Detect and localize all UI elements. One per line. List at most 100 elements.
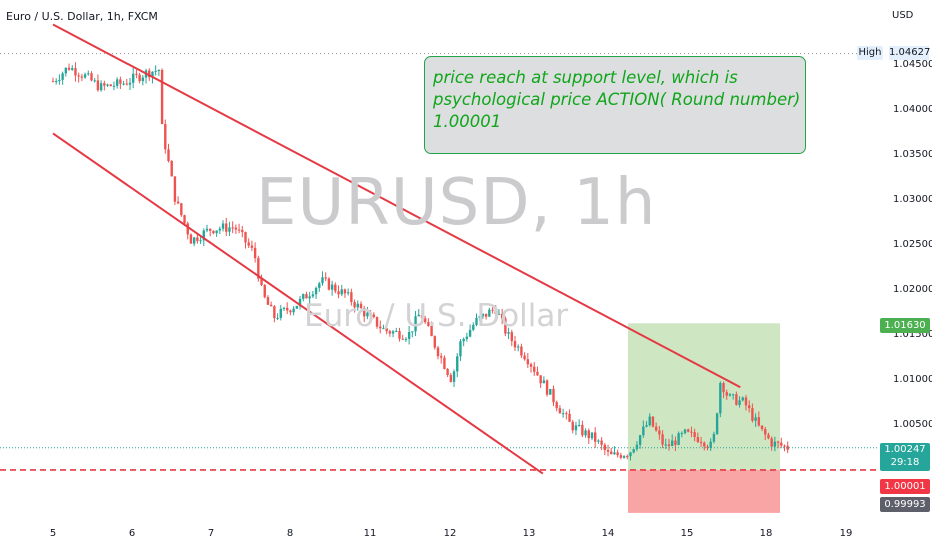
candle [237, 223, 241, 234]
candle [176, 196, 180, 205]
candle-body [311, 294, 315, 297]
candle [273, 305, 276, 323]
candle-body [132, 73, 135, 83]
annotation-callout[interactable]: price reach at support level, which is p… [424, 56, 806, 154]
candle [327, 277, 331, 291]
candle [626, 454, 629, 460]
candle-body [632, 449, 635, 453]
candle [269, 301, 273, 307]
currency-label[interactable]: USD [892, 10, 914, 21]
candle-body [356, 303, 359, 308]
candle [337, 285, 340, 299]
candle-body [115, 79, 119, 86]
candle-body [141, 77, 145, 82]
candle-body [507, 332, 510, 334]
candle [536, 366, 539, 376]
candle [173, 176, 177, 206]
candle [674, 436, 677, 452]
symbol-title[interactable]: Euro / U.S. Dollar, 1h, FXCM [6, 10, 158, 23]
candle [590, 432, 594, 441]
candle-body [302, 294, 305, 299]
candle [722, 381, 725, 399]
candle-body [427, 322, 430, 326]
candle [671, 434, 674, 447]
target-price-badge: 1.01630 [880, 318, 930, 333]
candle [696, 432, 700, 444]
candle-body [61, 73, 64, 80]
candle-body [517, 346, 520, 348]
candle [520, 343, 523, 358]
candle [632, 448, 635, 454]
candle-body [343, 289, 347, 294]
candle-body [64, 67, 68, 74]
price-tick-label: 1.01500 [893, 329, 932, 340]
candle [661, 430, 664, 449]
candle [616, 449, 619, 458]
candle [247, 238, 250, 249]
candle-body [379, 326, 382, 329]
candle [654, 422, 658, 432]
candle [731, 393, 735, 400]
candle [160, 68, 164, 125]
candle-body [215, 230, 218, 234]
candle [622, 455, 626, 459]
candle [497, 309, 501, 315]
candle-body [430, 325, 433, 337]
candle-body [520, 346, 523, 356]
candle-body [199, 240, 202, 242]
candle-body [266, 297, 270, 305]
candle [436, 345, 440, 360]
candle-body [189, 234, 193, 244]
candle-body [221, 223, 225, 229]
candle [61, 71, 64, 85]
candle [677, 431, 680, 446]
candle [388, 329, 392, 337]
candle-body [449, 374, 453, 382]
price-tick-label: 1.03500 [893, 149, 932, 160]
candle [529, 362, 533, 373]
candle [401, 334, 404, 340]
candle-body [776, 441, 780, 443]
candle [584, 428, 587, 438]
candle [209, 228, 212, 237]
candle [555, 400, 558, 412]
candle [606, 444, 610, 457]
candle [80, 73, 84, 82]
candle [715, 412, 719, 436]
candle [693, 428, 696, 442]
candle [667, 438, 671, 451]
candle-body [638, 435, 642, 445]
candle-body [202, 230, 205, 241]
candle-body [324, 277, 327, 279]
candle-body [683, 429, 687, 434]
candle [472, 322, 475, 332]
stop-zone [628, 469, 780, 513]
candle [144, 68, 148, 84]
candle [565, 411, 568, 420]
candle-body [497, 313, 501, 315]
candle-body [87, 73, 90, 75]
candle [234, 224, 238, 234]
candle [369, 309, 372, 315]
candle-body [411, 331, 414, 333]
candle [440, 352, 443, 364]
candle [417, 309, 420, 317]
candle [298, 295, 302, 310]
candle-body [748, 405, 751, 409]
candle [58, 74, 61, 85]
candle-countdown: 29:18 [890, 457, 920, 468]
candle-body [446, 368, 449, 375]
candle-body [510, 332, 513, 342]
candle [196, 234, 199, 244]
candle [411, 331, 414, 338]
candle-body [298, 298, 302, 306]
candle-body [751, 408, 754, 421]
candle-body [703, 442, 706, 447]
candle [629, 451, 632, 461]
candle-body [237, 229, 241, 231]
candle [330, 280, 334, 296]
candle [363, 305, 366, 323]
candle-body [112, 85, 116, 87]
